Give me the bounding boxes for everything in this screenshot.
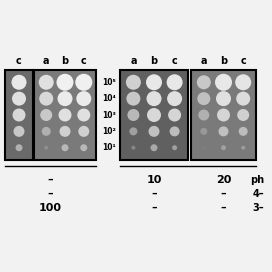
- Circle shape: [44, 146, 48, 150]
- Text: ph: ph: [250, 175, 264, 185]
- Circle shape: [235, 74, 251, 90]
- Circle shape: [198, 110, 209, 120]
- Circle shape: [215, 74, 232, 91]
- Circle shape: [147, 91, 162, 106]
- Circle shape: [131, 146, 135, 150]
- Text: b: b: [61, 56, 69, 66]
- Circle shape: [167, 74, 183, 90]
- Text: a: a: [200, 56, 207, 66]
- Text: –: –: [221, 203, 226, 213]
- Circle shape: [167, 91, 182, 106]
- Circle shape: [221, 145, 226, 150]
- Circle shape: [57, 74, 73, 91]
- FancyBboxPatch shape: [34, 70, 96, 160]
- Circle shape: [150, 144, 157, 151]
- Circle shape: [80, 144, 87, 151]
- Circle shape: [126, 92, 140, 106]
- Circle shape: [12, 92, 26, 106]
- Circle shape: [76, 91, 91, 106]
- Text: 100: 100: [39, 203, 62, 213]
- Circle shape: [42, 127, 51, 136]
- Text: c: c: [81, 56, 87, 66]
- Text: b: b: [220, 56, 227, 66]
- Circle shape: [126, 75, 141, 90]
- Circle shape: [39, 92, 53, 106]
- Circle shape: [11, 75, 26, 90]
- Circle shape: [217, 109, 230, 122]
- Text: b: b: [150, 56, 157, 66]
- Circle shape: [202, 146, 205, 149]
- FancyBboxPatch shape: [191, 70, 256, 160]
- Circle shape: [168, 109, 181, 122]
- Circle shape: [218, 126, 228, 136]
- Circle shape: [57, 91, 73, 106]
- Text: 20: 20: [216, 175, 231, 185]
- Circle shape: [60, 126, 70, 137]
- Circle shape: [127, 109, 139, 121]
- FancyBboxPatch shape: [5, 70, 33, 160]
- Circle shape: [236, 92, 250, 106]
- Text: –: –: [48, 175, 53, 185]
- Circle shape: [241, 146, 245, 150]
- Text: a: a: [43, 56, 50, 66]
- Circle shape: [239, 127, 248, 136]
- Text: c: c: [16, 56, 22, 66]
- Circle shape: [170, 126, 180, 136]
- Text: –: –: [221, 189, 226, 199]
- Circle shape: [147, 108, 161, 122]
- Text: 10: 10: [146, 175, 162, 185]
- Circle shape: [237, 109, 249, 121]
- FancyBboxPatch shape: [120, 70, 188, 160]
- Text: 10²: 10²: [102, 127, 116, 136]
- Circle shape: [78, 126, 89, 137]
- Circle shape: [149, 126, 159, 137]
- Circle shape: [58, 109, 72, 122]
- Circle shape: [61, 144, 69, 151]
- Circle shape: [197, 75, 211, 89]
- Text: c: c: [240, 56, 246, 66]
- Text: a: a: [130, 56, 137, 66]
- Text: 10⁴: 10⁴: [102, 94, 116, 103]
- Text: 3–: 3–: [252, 203, 264, 213]
- Text: c: c: [172, 56, 178, 66]
- Circle shape: [77, 109, 90, 122]
- Circle shape: [200, 128, 207, 135]
- Circle shape: [75, 74, 92, 91]
- Circle shape: [216, 91, 231, 106]
- Circle shape: [40, 109, 52, 121]
- Text: –: –: [48, 189, 53, 199]
- Text: 10⁵: 10⁵: [102, 78, 116, 87]
- Text: –: –: [151, 203, 157, 213]
- Text: –: –: [151, 189, 157, 199]
- Circle shape: [16, 144, 23, 151]
- Circle shape: [39, 75, 54, 90]
- Text: 10¹: 10¹: [102, 143, 116, 152]
- Circle shape: [146, 74, 162, 90]
- Circle shape: [129, 127, 137, 135]
- Circle shape: [13, 109, 26, 122]
- Text: 4–: 4–: [252, 189, 264, 199]
- Text: 10³: 10³: [102, 110, 116, 119]
- Circle shape: [197, 92, 210, 105]
- Circle shape: [14, 126, 24, 137]
- Circle shape: [172, 145, 177, 150]
